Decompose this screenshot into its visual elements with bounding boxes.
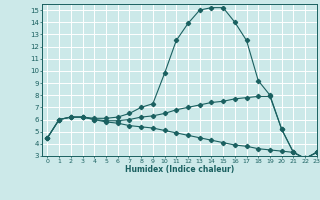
X-axis label: Humidex (Indice chaleur): Humidex (Indice chaleur) xyxy=(124,165,234,174)
